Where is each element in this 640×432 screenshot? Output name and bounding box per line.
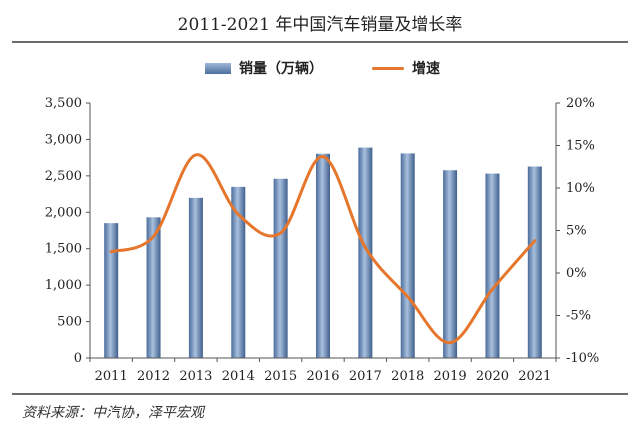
x-tick-label: 2013 <box>179 369 212 384</box>
right-tick-label: -5% <box>566 309 591 324</box>
bar-2012 <box>146 217 161 358</box>
legend-bar-swatch <box>205 62 231 74</box>
left-tick-label: 2,500 <box>45 169 82 184</box>
right-tick-label: -10% <box>566 351 599 366</box>
x-tick-label: 2012 <box>137 369 170 384</box>
bar-2020 <box>485 173 500 358</box>
right-tick-label: 10% <box>566 181 595 196</box>
bar-2018 <box>400 153 415 358</box>
bar-2021 <box>527 166 542 358</box>
bar-2019 <box>443 170 458 358</box>
x-tick-label: 2017 <box>349 369 382 384</box>
bar-2017 <box>358 147 373 358</box>
x-tick-label: 2021 <box>518 369 551 384</box>
legend-item-sales: 销量（万辆） <box>205 58 323 78</box>
top-rule <box>12 41 628 43</box>
x-tick-label: 2011 <box>95 369 128 384</box>
left-tick-label: 1,500 <box>45 242 82 257</box>
bar-2011 <box>104 223 119 358</box>
left-tick-label: 3,000 <box>45 132 82 147</box>
bar-2016 <box>316 153 330 358</box>
x-tick-label: 2019 <box>434 369 467 384</box>
bottom-rule <box>12 393 628 395</box>
left-tick-label: 0 <box>74 351 82 366</box>
bar-2014 <box>231 186 246 358</box>
source-note: 资料来源：中汽协，泽平宏观 <box>22 405 204 421</box>
right-tick-label: 20% <box>566 96 595 111</box>
chart-legend: 销量（万辆） 增速 <box>0 58 640 80</box>
bar-2013 <box>188 197 203 358</box>
legend-item-growth: 增速 <box>372 58 440 78</box>
x-tick-label: 2016 <box>306 369 339 384</box>
right-tick-label: 15% <box>566 139 595 154</box>
x-tick-label: 2014 <box>222 369 255 384</box>
chart-title: 2011-2021 年中国汽车销量及增长率 <box>177 15 463 35</box>
bar-2015 <box>273 178 288 358</box>
right-tick-label: 5% <box>566 224 587 239</box>
x-tick-label: 2020 <box>476 369 509 384</box>
left-tick-label: 500 <box>57 315 82 330</box>
left-tick-label: 2,000 <box>45 205 82 220</box>
legend-line-label: 增速 <box>412 61 440 77</box>
x-tick-label: 2018 <box>391 369 424 384</box>
right-tick-label: 0% <box>566 266 587 281</box>
left-tick-label: 3,500 <box>45 96 82 111</box>
legend-bar-label: 销量（万辆） <box>239 61 323 77</box>
legend-line-swatch <box>372 66 404 70</box>
x-tick-label: 2015 <box>264 369 297 384</box>
left-tick-label: 1,000 <box>45 278 82 293</box>
